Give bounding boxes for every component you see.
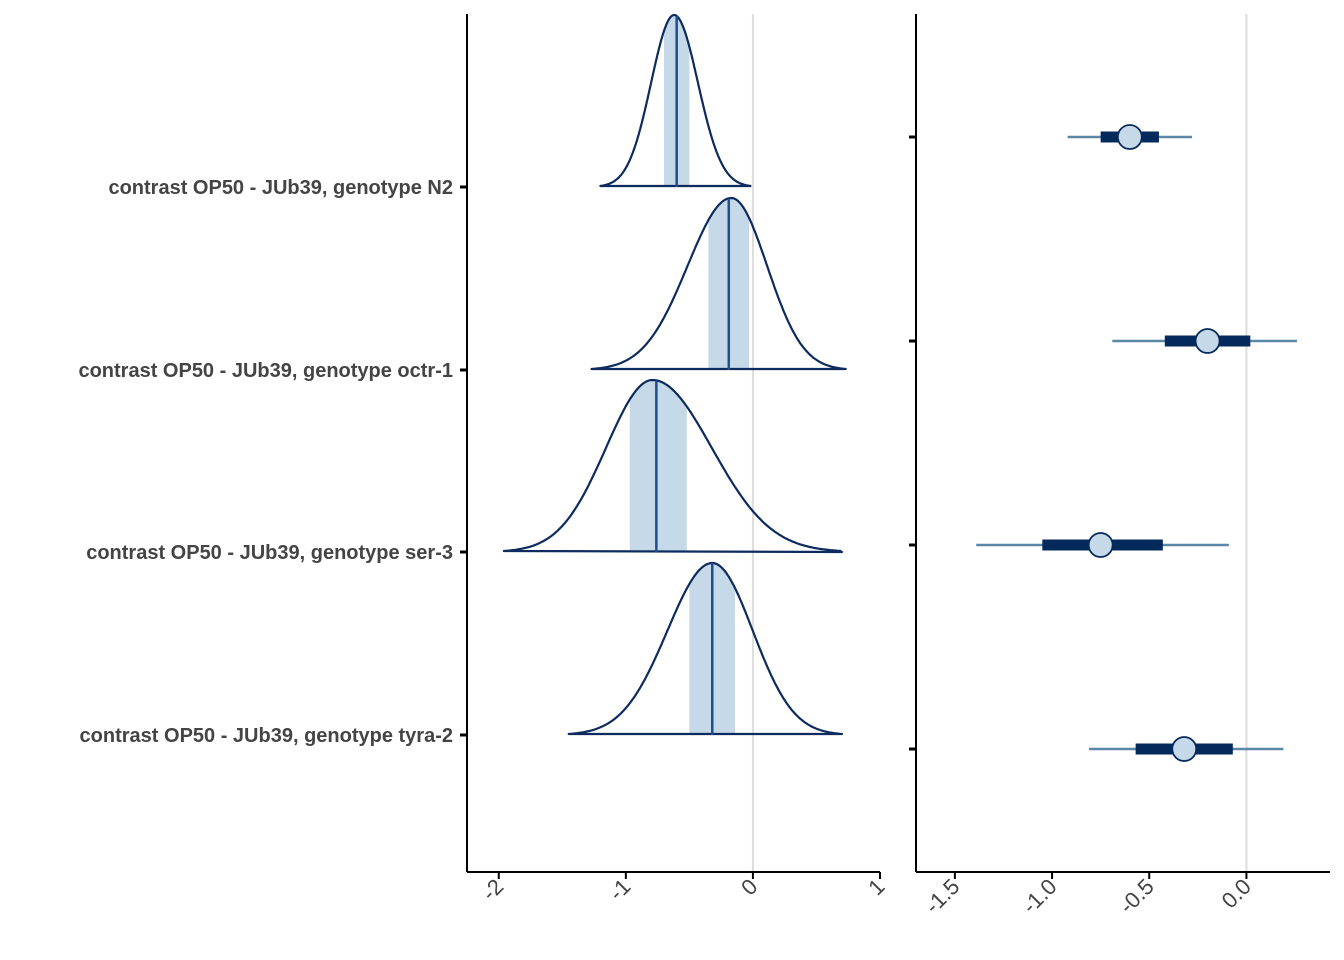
x-tick-label: 0.0 [1217, 874, 1256, 913]
point-estimate [1116, 124, 1143, 150]
y-tick-label: contrast OP50 - JUb39, genotype octr-1 [78, 360, 453, 382]
x-tick-label: 1 [863, 874, 889, 900]
point-estimate [1087, 532, 1114, 558]
right-pointrange-panel: -1.5 -1.0 -0.5 0.0 [909, 14, 1330, 918]
x-tick-label: 0 [736, 874, 762, 900]
point-estimate [1194, 328, 1221, 354]
x-tick-label: -0.5 [1114, 874, 1158, 918]
x-tick-label: -1 [604, 874, 636, 906]
x-tick-label: -1.0 [1017, 874, 1061, 918]
density-curve [567, 561, 843, 736]
point-estimate [1171, 736, 1198, 762]
density-curve [590, 196, 847, 371]
density-curve [502, 378, 843, 554]
x-tick-label: -2 [477, 874, 509, 906]
y-tick-label: contrast OP50 - JUb39, genotype N2 [108, 177, 453, 199]
y-tick-label: contrast OP50 - JUb39, genotype ser-3 [86, 542, 453, 564]
y-tick-label: contrast OP50 - JUb39, genotype tyra-2 [80, 725, 453, 747]
density-curve [599, 13, 752, 188]
x-tick-label: -1.5 [920, 874, 964, 918]
left-density-panel: contrast OP50 - JUb39, genotype N2 contra… [78, 13, 890, 906]
interval-area [629, 380, 687, 552]
